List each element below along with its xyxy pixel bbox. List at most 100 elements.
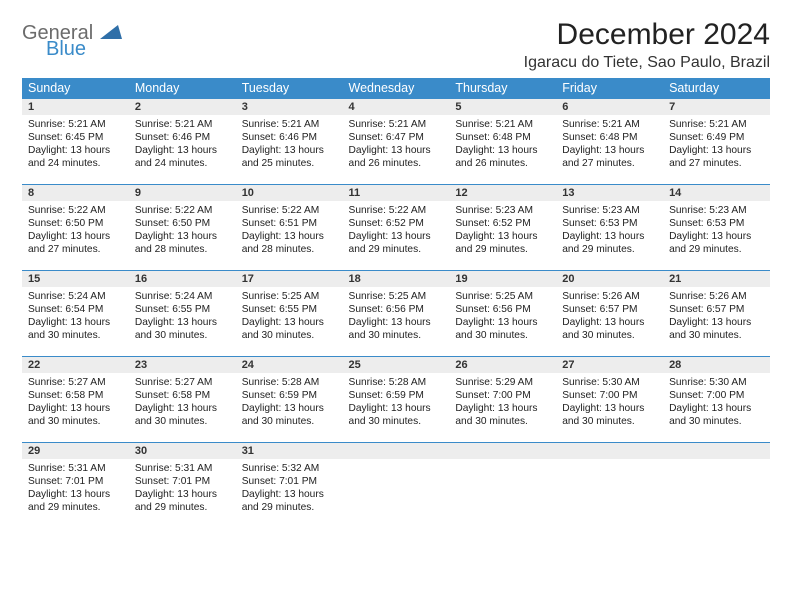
day-details: Sunrise: 5:28 AMSunset: 6:59 PMDaylight:… [236, 373, 343, 432]
calendar-cell: 1Sunrise: 5:21 AMSunset: 6:45 PMDaylight… [22, 98, 129, 184]
calendar-cell: 2Sunrise: 5:21 AMSunset: 6:46 PMDaylight… [129, 98, 236, 184]
sunrise-text: Sunrise: 5:25 AM [349, 290, 444, 303]
sunrise-text: Sunrise: 5:22 AM [135, 204, 230, 217]
day-number: 7 [663, 98, 770, 115]
calendar-cell: 20Sunrise: 5:26 AMSunset: 6:57 PMDayligh… [556, 270, 663, 356]
calendar-cell [663, 442, 770, 528]
day-number: 26 [449, 356, 556, 373]
sunrise-text: Sunrise: 5:23 AM [669, 204, 764, 217]
calendar-cell: 15Sunrise: 5:24 AMSunset: 6:54 PMDayligh… [22, 270, 129, 356]
sunset-text: Sunset: 6:46 PM [135, 131, 230, 144]
day-details: Sunrise: 5:30 AMSunset: 7:00 PMDaylight:… [663, 373, 770, 432]
daylight-text: Daylight: 13 hours and 29 minutes. [455, 230, 550, 256]
daylight-text: Daylight: 13 hours and 30 minutes. [135, 402, 230, 428]
sunset-text: Sunset: 6:45 PM [28, 131, 123, 144]
day-number: 14 [663, 184, 770, 201]
day-number: 20 [556, 270, 663, 287]
daylight-text: Daylight: 13 hours and 24 minutes. [28, 144, 123, 170]
sunrise-text: Sunrise: 5:26 AM [669, 290, 764, 303]
day-details: Sunrise: 5:26 AMSunset: 6:57 PMDaylight:… [663, 287, 770, 346]
day-number: 30 [129, 442, 236, 459]
day-header: Tuesday [236, 78, 343, 98]
day-details: Sunrise: 5:31 AMSunset: 7:01 PMDaylight:… [129, 459, 236, 518]
day-number: 24 [236, 356, 343, 373]
sunrise-text: Sunrise: 5:26 AM [562, 290, 657, 303]
daylight-text: Daylight: 13 hours and 30 minutes. [349, 316, 444, 342]
calendar-cell: 30Sunrise: 5:31 AMSunset: 7:01 PMDayligh… [129, 442, 236, 528]
day-details: Sunrise: 5:22 AMSunset: 6:50 PMDaylight:… [22, 201, 129, 260]
sunset-text: Sunset: 7:01 PM [242, 475, 337, 488]
sunset-text: Sunset: 6:53 PM [562, 217, 657, 230]
day-number: 18 [343, 270, 450, 287]
day-details: Sunrise: 5:21 AMSunset: 6:46 PMDaylight:… [129, 115, 236, 174]
calendar-cell [343, 442, 450, 528]
day-details: Sunrise: 5:22 AMSunset: 6:52 PMDaylight:… [343, 201, 450, 260]
sunset-text: Sunset: 6:50 PM [28, 217, 123, 230]
calendar-cell: 3Sunrise: 5:21 AMSunset: 6:46 PMDaylight… [236, 98, 343, 184]
day-number: 13 [556, 184, 663, 201]
day-details: Sunrise: 5:32 AMSunset: 7:01 PMDaylight:… [236, 459, 343, 518]
calendar-week-row: 15Sunrise: 5:24 AMSunset: 6:54 PMDayligh… [22, 270, 770, 356]
calendar-cell: 10Sunrise: 5:22 AMSunset: 6:51 PMDayligh… [236, 184, 343, 270]
sunset-text: Sunset: 6:57 PM [562, 303, 657, 316]
sunrise-text: Sunrise: 5:21 AM [455, 118, 550, 131]
calendar-cell: 16Sunrise: 5:24 AMSunset: 6:55 PMDayligh… [129, 270, 236, 356]
sunset-text: Sunset: 6:56 PM [455, 303, 550, 316]
calendar-week-row: 8Sunrise: 5:22 AMSunset: 6:50 PMDaylight… [22, 184, 770, 270]
day-number: 19 [449, 270, 556, 287]
day-details: Sunrise: 5:27 AMSunset: 6:58 PMDaylight:… [129, 373, 236, 432]
day-details: Sunrise: 5:25 AMSunset: 6:56 PMDaylight:… [343, 287, 450, 346]
sunset-text: Sunset: 6:55 PM [135, 303, 230, 316]
sunset-text: Sunset: 6:52 PM [455, 217, 550, 230]
day-details: Sunrise: 5:21 AMSunset: 6:45 PMDaylight:… [22, 115, 129, 174]
daylight-text: Daylight: 13 hours and 27 minutes. [669, 144, 764, 170]
day-details: Sunrise: 5:23 AMSunset: 6:53 PMDaylight:… [556, 201, 663, 260]
day-details: Sunrise: 5:27 AMSunset: 6:58 PMDaylight:… [22, 373, 129, 432]
daylight-text: Daylight: 13 hours and 25 minutes. [242, 144, 337, 170]
day-number: 4 [343, 98, 450, 115]
sunset-text: Sunset: 7:00 PM [455, 389, 550, 402]
daylight-text: Daylight: 13 hours and 29 minutes. [562, 230, 657, 256]
calendar-cell: 4Sunrise: 5:21 AMSunset: 6:47 PMDaylight… [343, 98, 450, 184]
daylight-text: Daylight: 13 hours and 24 minutes. [135, 144, 230, 170]
sunrise-text: Sunrise: 5:21 AM [242, 118, 337, 131]
calendar-cell: 25Sunrise: 5:28 AMSunset: 6:59 PMDayligh… [343, 356, 450, 442]
day-header: Friday [556, 78, 663, 98]
sunrise-text: Sunrise: 5:21 AM [135, 118, 230, 131]
sunset-text: Sunset: 6:48 PM [562, 131, 657, 144]
day-number: 12 [449, 184, 556, 201]
calendar-cell: 7Sunrise: 5:21 AMSunset: 6:49 PMDaylight… [663, 98, 770, 184]
day-number: 5 [449, 98, 556, 115]
calendar-cell: 31Sunrise: 5:32 AMSunset: 7:01 PMDayligh… [236, 442, 343, 528]
sunrise-text: Sunrise: 5:23 AM [455, 204, 550, 217]
calendar-cell [556, 442, 663, 528]
daylight-text: Daylight: 13 hours and 30 minutes. [455, 316, 550, 342]
calendar-cell: 29Sunrise: 5:31 AMSunset: 7:01 PMDayligh… [22, 442, 129, 528]
day-number: 8 [22, 184, 129, 201]
day-details: Sunrise: 5:28 AMSunset: 6:59 PMDaylight:… [343, 373, 450, 432]
sunset-text: Sunset: 6:52 PM [349, 217, 444, 230]
day-details: Sunrise: 5:24 AMSunset: 6:54 PMDaylight:… [22, 287, 129, 346]
sunrise-text: Sunrise: 5:22 AM [242, 204, 337, 217]
day-number: 1 [22, 98, 129, 115]
sunset-text: Sunset: 6:55 PM [242, 303, 337, 316]
daylight-text: Daylight: 13 hours and 30 minutes. [455, 402, 550, 428]
day-details: Sunrise: 5:23 AMSunset: 6:53 PMDaylight:… [663, 201, 770, 260]
sunrise-text: Sunrise: 5:21 AM [349, 118, 444, 131]
sunrise-text: Sunrise: 5:25 AM [455, 290, 550, 303]
daylight-text: Daylight: 13 hours and 26 minutes. [455, 144, 550, 170]
day-number: 31 [236, 442, 343, 459]
calendar-week-row: 29Sunrise: 5:31 AMSunset: 7:01 PMDayligh… [22, 442, 770, 528]
calendar-cell: 13Sunrise: 5:23 AMSunset: 6:53 PMDayligh… [556, 184, 663, 270]
sunrise-text: Sunrise: 5:28 AM [349, 376, 444, 389]
day-number: 3 [236, 98, 343, 115]
daylight-text: Daylight: 13 hours and 29 minutes. [669, 230, 764, 256]
day-number: 11 [343, 184, 450, 201]
calendar-cell: 24Sunrise: 5:28 AMSunset: 6:59 PMDayligh… [236, 356, 343, 442]
daylight-text: Daylight: 13 hours and 30 minutes. [562, 402, 657, 428]
calendar-cell: 18Sunrise: 5:25 AMSunset: 6:56 PMDayligh… [343, 270, 450, 356]
daylight-text: Daylight: 13 hours and 29 minutes. [349, 230, 444, 256]
calendar-table: Sunday Monday Tuesday Wednesday Thursday… [22, 78, 770, 528]
sunrise-text: Sunrise: 5:28 AM [242, 376, 337, 389]
daylight-text: Daylight: 13 hours and 30 minutes. [135, 316, 230, 342]
